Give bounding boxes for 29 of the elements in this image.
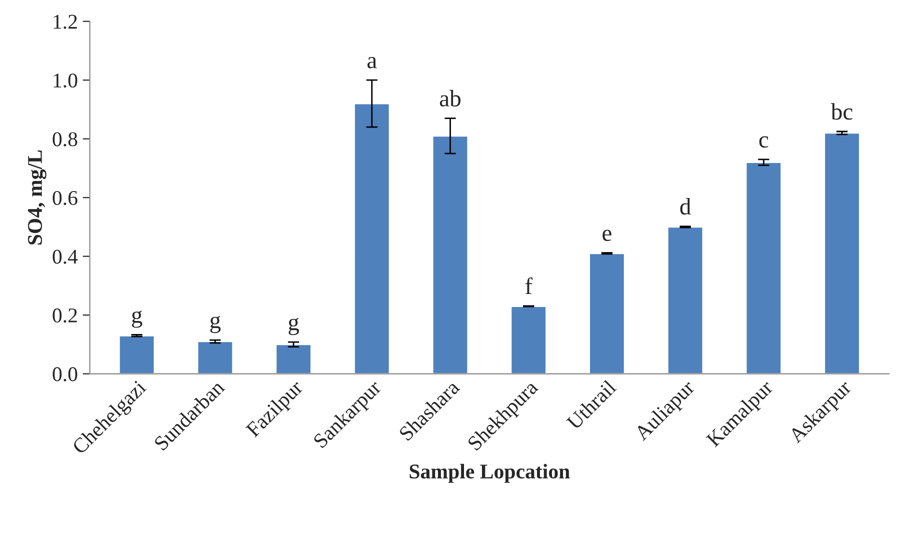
bar [118,334,156,374]
x-axis-title: Sample Lopcation [410,464,570,483]
annotation: e [602,230,612,242]
y-tick-label: 0.4 [52,250,78,264]
bar [824,132,860,374]
y-tick-label: 0.6 [52,190,78,206]
annotation: g [210,316,221,334]
y-tick-label: 0.0 [52,367,78,382]
bar [354,102,390,374]
annotation: c [759,136,768,148]
y-axis-title: SO4, mg/L [28,150,46,245]
y-tick-label: 0.2 [52,308,77,323]
bar [275,344,312,374]
annotation: ab [440,90,460,107]
y-tick-label: 1.0 [54,73,78,88]
annotation: d [680,198,691,215]
bar [196,340,234,374]
annotation: g [288,318,299,336]
annotation: a [367,57,377,68]
bar [588,252,626,374]
annotation: f [525,277,533,294]
annotation: g [132,310,142,328]
bar [432,135,469,374]
y-tick-label: 0.8 [52,132,78,146]
bar [666,226,704,374]
y-tick-label: 1.2 [54,14,77,29]
bar [510,306,547,374]
bar [745,162,782,374]
annotation: bc [830,103,852,120]
